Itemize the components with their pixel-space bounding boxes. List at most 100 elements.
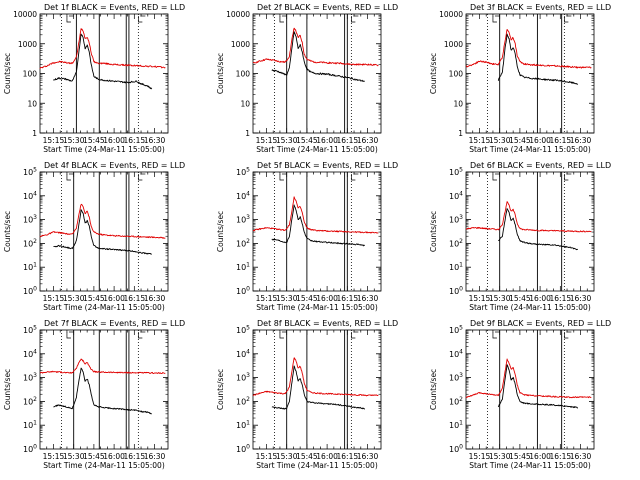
- x-tick-label: 15:45: [509, 136, 531, 145]
- bracket-marker: [564, 16, 569, 23]
- x-tick-label: 15:30: [489, 294, 511, 303]
- x-tick-label: 16:15: [550, 294, 572, 303]
- series-events-line: [271, 365, 366, 410]
- x-axis-label: Start Time (24-Mar-11 15:05:00): [256, 145, 378, 154]
- y-axis-label: Counts/sec: [216, 211, 225, 252]
- x-tick-label: 16:15: [337, 294, 359, 303]
- y-tick-exponent: 0: [33, 286, 37, 293]
- x-tick-label: 16:15: [337, 136, 359, 145]
- y-tick-exponent: 3: [459, 372, 463, 379]
- x-tick-label: 15:30: [489, 452, 511, 461]
- x-axis-label: Start Time (24-Mar-11 15:05:00): [256, 461, 378, 470]
- y-tick-exponent: 0: [33, 444, 37, 451]
- y-tick-label: 10000: [226, 10, 250, 19]
- y-tick-label: 10000: [13, 10, 37, 19]
- x-tick-label: 16:30: [144, 294, 166, 303]
- y-axis-label: Counts/sec: [429, 369, 438, 410]
- bracket-marker: [138, 16, 143, 23]
- x-tick-label: 16:00: [316, 136, 338, 145]
- plot-frame: [39, 13, 169, 134]
- series-lld-line: [465, 201, 592, 233]
- x-tick-label: 15:45: [296, 452, 318, 461]
- series-lld-line: [465, 358, 592, 399]
- chart-title: Det 9f BLACK = Events, RED = LLD: [470, 319, 611, 328]
- chart-panel-3: Det 3f BLACK = Events, RED = LLD 1 10 100 10…: [429, 3, 611, 154]
- bracket-marker: [351, 174, 356, 181]
- y-tick-exponent: 4: [459, 348, 463, 355]
- y-tick-exponent: 2: [246, 238, 250, 245]
- x-axis-label: Start Time (24-Mar-11 15:05:00): [256, 303, 378, 312]
- x-tick-label: 15:15: [469, 136, 491, 145]
- y-tick-exponent: 3: [246, 372, 250, 379]
- chart-panel-9: Det 9f BLACK = Events, RED = LLD10010110…: [429, 319, 611, 470]
- y-tick-exponent: 4: [33, 190, 37, 197]
- x-tick-label: 16:30: [357, 452, 379, 461]
- y-tick-label: 1: [458, 129, 463, 138]
- x-axis-label: Start Time (24-Mar-11 15:05:00): [43, 303, 165, 312]
- y-tick-label: 103: [449, 372, 463, 383]
- y-tick-label: 103: [23, 214, 37, 225]
- x-tick-label: 16:15: [337, 452, 359, 461]
- y-tick-label: 102: [449, 396, 463, 407]
- bracket-marker: [66, 16, 71, 23]
- y-tick-exponent: 5: [246, 325, 250, 332]
- x-tick-label: 15:45: [296, 136, 318, 145]
- x-tick-label: 15:45: [83, 136, 105, 145]
- y-tick-label: 100: [236, 70, 251, 79]
- series-events-line: [271, 31, 365, 82]
- y-axis-label: Counts/sec: [3, 211, 12, 252]
- x-tick-label: 15:30: [63, 452, 85, 461]
- x-tick-label: 15:45: [83, 294, 105, 303]
- x-tick-label: 16:30: [570, 294, 592, 303]
- x-tick-label: 15:30: [276, 136, 298, 145]
- y-tick-label: 103: [23, 372, 37, 383]
- x-tick-label: 16:00: [529, 452, 551, 461]
- y-tick-label: 104: [23, 348, 37, 359]
- y-tick-label: 105: [449, 167, 463, 178]
- y-tick-label: 101: [449, 262, 463, 273]
- chart-panel-7: Det 7f BLACK = Events, RED = LLD10010110…: [3, 319, 185, 470]
- y-axis-label: Counts/sec: [3, 53, 12, 94]
- x-tick-label: 15:30: [489, 136, 511, 145]
- y-tick-label: 100: [236, 286, 250, 297]
- x-tick-label: 16:15: [124, 452, 146, 461]
- x-tick-label: 16:15: [124, 294, 146, 303]
- x-tick-label: 15:15: [469, 452, 491, 461]
- x-axis-label: Start Time (24-Mar-11 15:05:00): [469, 461, 591, 470]
- plot-frame: [39, 329, 169, 450]
- x-tick-label: 16:00: [316, 294, 338, 303]
- y-tick-label: 100: [23, 444, 37, 455]
- y-tick-label: 101: [236, 262, 250, 273]
- x-axis-label: Start Time (24-Mar-11 15:05:00): [469, 303, 591, 312]
- chart-panel-6: Det 6f BLACK = Events, RED = LLD10010110…: [429, 161, 611, 312]
- y-tick-exponent: 5: [459, 325, 463, 332]
- x-tick-label: 15:45: [509, 452, 531, 461]
- y-tick-exponent: 5: [459, 167, 463, 174]
- bracket-marker: [492, 174, 497, 181]
- y-tick-exponent: 5: [33, 167, 37, 174]
- chart-panel-2: Det 2f BLACK = Events, RED = LLD 1 10 100 10…: [216, 3, 398, 154]
- series-events-line: [498, 208, 579, 251]
- y-tick-label: 105: [23, 167, 37, 178]
- chart-title: Det 5f BLACK = Events, RED = LLD: [257, 161, 398, 170]
- y-tick-label: 1000: [444, 40, 463, 49]
- x-tick-label: 15:30: [63, 136, 85, 145]
- bracket-marker: [66, 332, 71, 339]
- plot-frame: [39, 171, 169, 292]
- x-tick-label: 16:15: [124, 136, 146, 145]
- chart-panel-4: Det 4f BLACK = Events, RED = LLD10010110…: [3, 161, 185, 312]
- chart-title: Det 2f BLACK = Events, RED = LLD: [257, 3, 398, 12]
- x-tick-label: 16:00: [103, 294, 125, 303]
- y-tick-label: 105: [23, 325, 37, 336]
- x-tick-label: 16:30: [357, 136, 379, 145]
- series-events-line: [497, 364, 579, 409]
- x-axis-label: Start Time (24-Mar-11 15:05:00): [469, 145, 591, 154]
- chart-title: Det 1f BLACK = Events, RED = LLD: [44, 3, 185, 12]
- y-tick-exponent: 4: [246, 190, 250, 197]
- x-tick-label: 16:00: [529, 136, 551, 145]
- y-tick-exponent: 4: [33, 348, 37, 355]
- y-tick-exponent: 2: [459, 238, 463, 245]
- x-tick-label: 16:30: [144, 452, 166, 461]
- x-tick-label: 15:15: [256, 136, 278, 145]
